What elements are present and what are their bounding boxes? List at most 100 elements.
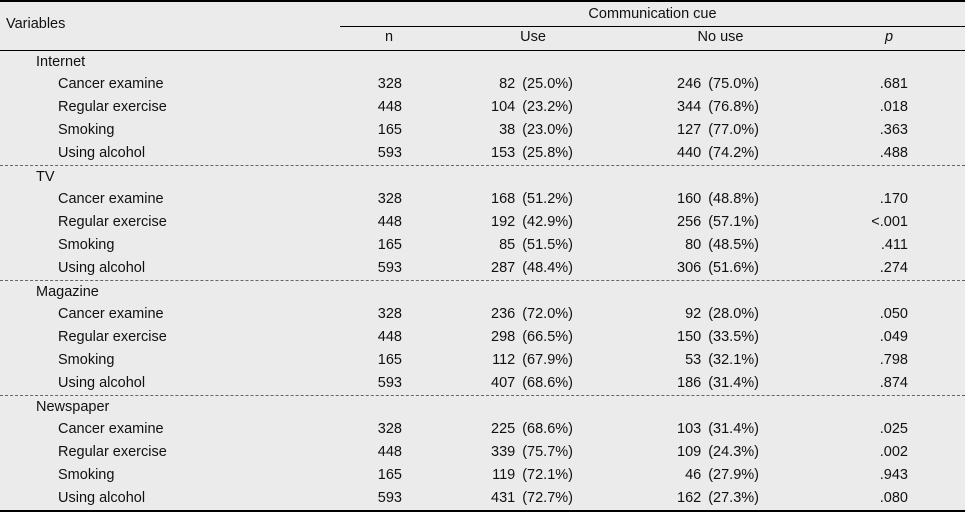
n-cell: 328 <box>377 421 402 437</box>
variable-cell: Regular exercise <box>58 99 167 115</box>
p-value-cell: .798 <box>879 352 908 368</box>
variable-cell: Using alcohol <box>58 145 146 161</box>
section-title: Magazine <box>36 284 99 300</box>
no-use-cell: 306 (51.6%) <box>677 260 759 276</box>
table-section: TV Cancer examine 328 168 (51.2%) 160 (48.8%… <box>0 165 965 280</box>
no-use-cell: 150 (33.5%) <box>677 329 759 345</box>
variable-cell: Regular exercise <box>58 214 167 230</box>
no-use-cell: 162 (27.3%) <box>677 490 759 506</box>
variable-cell: Regular exercise <box>58 444 167 460</box>
table-row: Using alcohol 593 407 (68.6%) 186 (31.4%) .8… <box>0 372 965 395</box>
use-cell: 38 (23.0%) <box>499 122 573 138</box>
n-cell: 593 <box>377 260 402 276</box>
table-row: Using alcohol 593 431 (72.7%) 162 (27.3%) .0… <box>0 487 965 510</box>
table-row: Smoking 165 119 (72.1%) 46 (27.9%) .943 <box>0 464 965 487</box>
use-cell: 153 (25.8%) <box>491 145 573 161</box>
no-use-cell: 46 (27.9%) <box>685 467 759 483</box>
variable-cell: Cancer examine <box>58 76 164 92</box>
table-row: Cancer examine 328 82 (25.0%) 246 (75.0%) .6… <box>0 73 965 96</box>
n-cell: 593 <box>377 375 402 391</box>
n-cell: 448 <box>377 214 402 230</box>
p-value-cell: .002 <box>879 444 908 460</box>
p-value-cell: .363 <box>879 122 908 138</box>
n-cell: 165 <box>377 237 402 253</box>
table-row: Regular exercise 448 192 (42.9%) 256 (57.1%… <box>0 211 965 234</box>
use-cell: 82 (25.0%) <box>499 76 573 92</box>
table-row: Smoking 165 85 (51.5%) 80 (48.5%) .411 <box>0 234 965 257</box>
table-row: Cancer examine 328 168 (51.2%) 160 (48.8%).… <box>0 188 965 211</box>
variable-cell: Cancer examine <box>58 421 164 437</box>
variables-header: Variables <box>6 16 66 32</box>
no-use-cell: 80 (48.5%) <box>685 237 759 253</box>
table-row: Using alcohol 593 153 (25.8%) 440 (74.2%) .4… <box>0 142 965 165</box>
table-row: Regular exercise 448 104 (23.2%) 344 (76.8%… <box>0 96 965 119</box>
no-use-cell: 344 (76.8%) <box>677 99 759 115</box>
variable-cell: Smoking <box>58 467 115 483</box>
table-section: Magazine Cancer examine 328 236 (72.0%) 92 (… <box>0 280 965 395</box>
p-value-cell: .170 <box>879 191 908 207</box>
p-value-cell: <.001 <box>871 214 908 230</box>
no-use-cell: 92 (28.0%) <box>685 306 759 322</box>
no-use-cell: 53 (32.1%) <box>685 352 759 368</box>
variable-cell: Smoking <box>58 122 115 138</box>
table-body: Internet Cancer examine 328 82 (25.0%) 246 (… <box>0 51 965 510</box>
n-cell: 165 <box>377 352 402 368</box>
p-value-cell: .681 <box>879 76 908 92</box>
n-cell: 448 <box>377 329 402 345</box>
variable-cell: Smoking <box>58 352 115 368</box>
variable-cell: Using alcohol <box>58 260 146 276</box>
n-cell: 448 <box>377 99 402 115</box>
n-cell: 328 <box>377 76 402 92</box>
variable-cell: Using alcohol <box>58 375 146 391</box>
no-use-cell: 440 (74.2%) <box>677 145 759 161</box>
use-cell: 431 (72.7%) <box>491 490 573 506</box>
variable-cell: Cancer examine <box>58 306 164 322</box>
n-cell: 165 <box>377 467 402 483</box>
use-cell: 192 (42.9%) <box>491 214 573 230</box>
variable-cell: Using alcohol <box>58 490 146 506</box>
p-value-cell: .018 <box>879 99 908 115</box>
p-value-cell: .080 <box>879 490 908 506</box>
use-cell: 298 (66.5%) <box>491 329 573 345</box>
use-cell: 85 (51.5%) <box>499 237 573 253</box>
communication-cue-header: Communication cue <box>588 6 717 22</box>
use-cell: 104 (23.2%) <box>491 99 573 115</box>
use-cell: 236 (72.0%) <box>491 306 573 322</box>
n-cell: 593 <box>377 490 402 506</box>
no-use-cell: 186 (31.4%) <box>677 375 759 391</box>
n-cell: 328 <box>377 306 402 322</box>
variable-cell: Cancer examine <box>58 191 164 207</box>
p-value-cell: .411 <box>880 237 908 253</box>
no-use-cell: 160 (48.8%) <box>677 191 759 207</box>
n-column-header: n <box>384 29 394 45</box>
no-use-cell: 256 (57.1%) <box>677 214 759 230</box>
variable-cell: Regular exercise <box>58 329 167 345</box>
use-cell: 112 (67.9%) <box>492 352 573 368</box>
p-value-cell: .050 <box>879 306 908 322</box>
p-value-cell: .274 <box>879 260 908 276</box>
no-use-column-header: No use <box>697 29 744 45</box>
use-cell: 287 (48.4%) <box>491 260 573 276</box>
table-row: Using alcohol 593 287 (48.4%) 306 (51.6%) .2… <box>0 257 965 280</box>
section-title: Internet <box>36 54 86 70</box>
table-section: Internet Cancer examine 328 82 (25.0%) 246 (… <box>0 51 965 165</box>
table-section: Newspaper Cancer examine 328 225 (68.6%) 103… <box>0 395 965 510</box>
table-header: Variables Communication cue n Use No use… <box>0 0 965 51</box>
section-title: Newspaper <box>36 399 110 415</box>
p-value-cell: .943 <box>879 467 908 483</box>
n-cell: 593 <box>377 145 402 161</box>
no-use-cell: 103 (31.4%) <box>677 421 759 437</box>
group-header-rule <box>340 26 965 27</box>
use-column-header: Use <box>520 29 546 45</box>
table-row: Cancer examine 328 236 (72.0%) 92 (28.0%) .0… <box>0 303 965 326</box>
use-cell: 407 (68.6%) <box>491 375 573 391</box>
p-value-cell: .049 <box>879 329 908 345</box>
p-value-cell: .874 <box>879 375 908 391</box>
table-row: Smoking 165 112 (67.9%) 53 (32.1%) .798 <box>0 349 965 372</box>
use-cell: 168 (51.2%) <box>491 191 573 207</box>
no-use-cell: 127 (77.0%) <box>677 122 759 138</box>
no-use-cell: 109 (24.3%) <box>677 444 759 460</box>
n-cell: 448 <box>377 444 402 460</box>
table-row: Smoking 165 38 (23.0%) 127 (77.0%) .363 <box>0 119 965 142</box>
